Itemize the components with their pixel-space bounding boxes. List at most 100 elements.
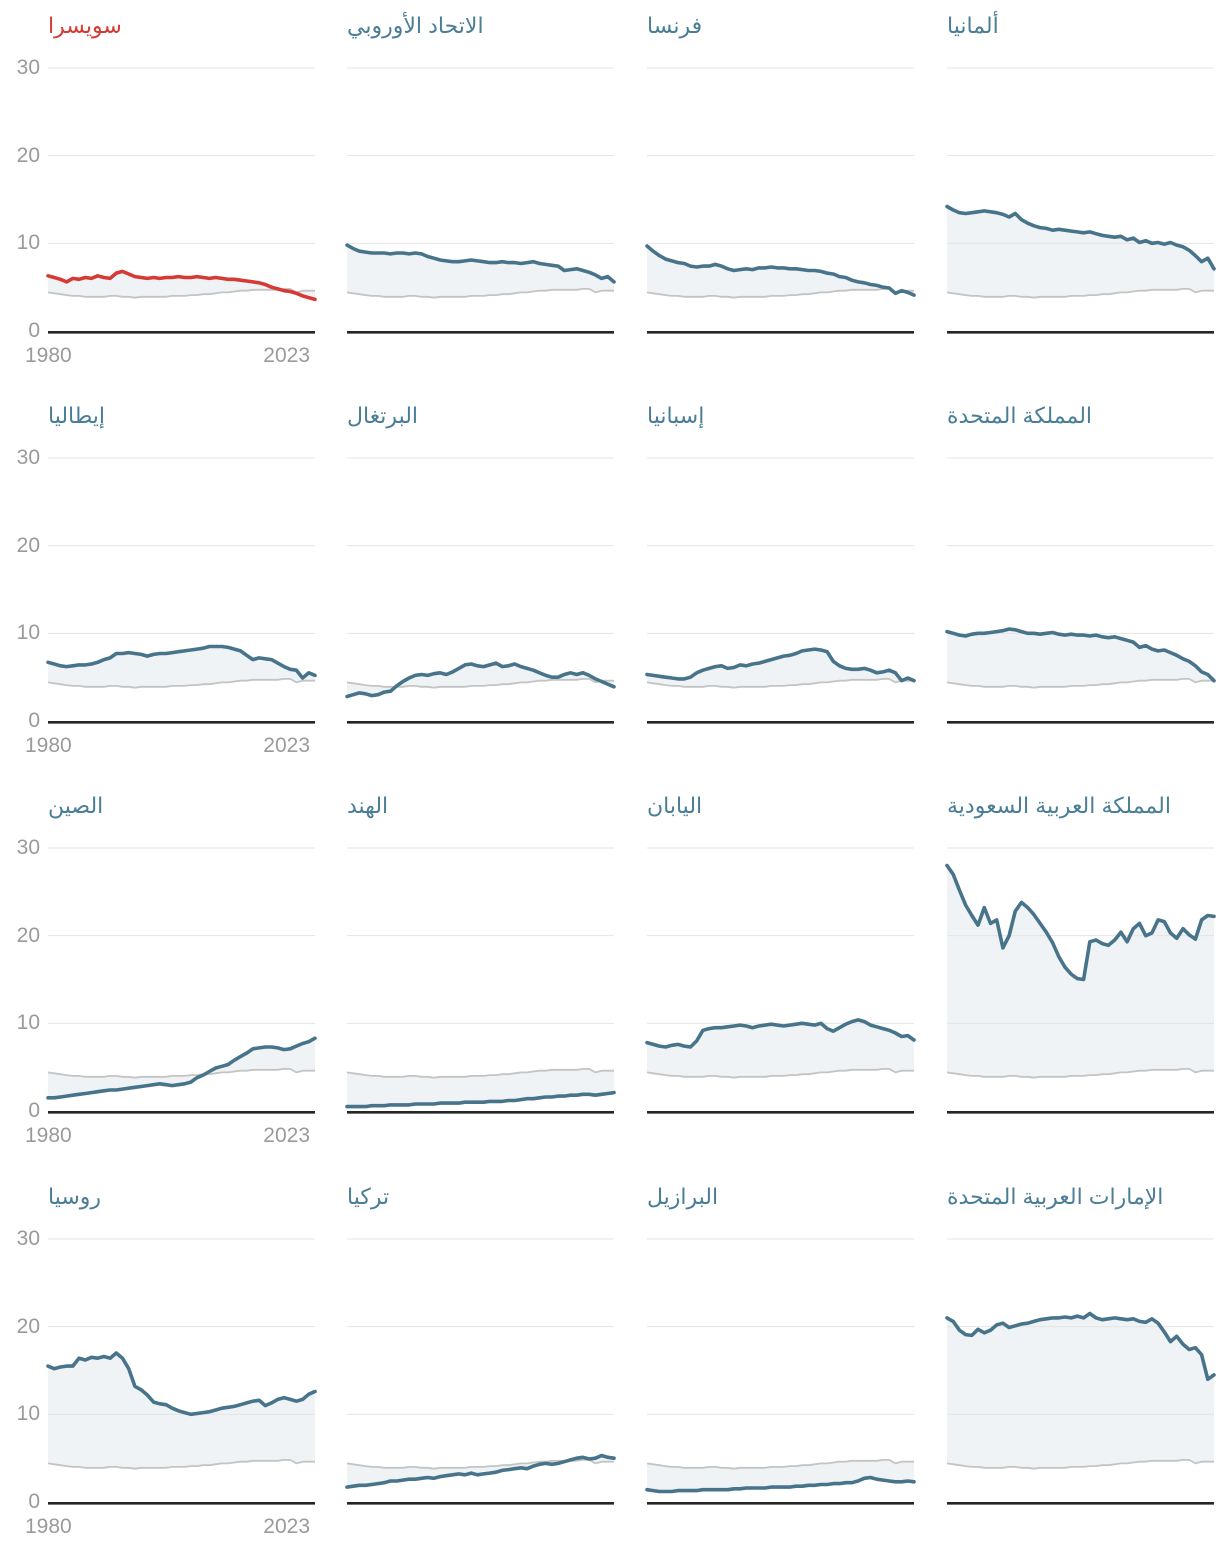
line-chart-spain <box>645 457 916 724</box>
area-between-lines <box>647 649 914 688</box>
country-line-brazil <box>645 1475 916 1494</box>
x-axis-tick-label-start: 1980 <box>25 1515 72 1538</box>
y-axis-tick-label-0: 0 <box>28 319 40 342</box>
country-line-spain <box>645 647 916 683</box>
y-axis-tick-label-10: 10 <box>16 231 40 255</box>
y-axis-tick-label-20: 20 <box>16 143 40 167</box>
panel-saudi-arabia: المملكة العربية السعودية <box>945 792 1216 1172</box>
panel-china: الصين 30 20 10 0 1980 2023 <box>17 792 317 1172</box>
y-axis-tick-label-10: 10 <box>16 1011 40 1035</box>
y-axis-tick-label-30: 30 <box>16 446 40 469</box>
reference-line <box>346 1459 614 1470</box>
line-chart-united-arab-emirates <box>945 1238 1216 1505</box>
panel-title-spain: إسبانيا <box>647 403 705 428</box>
panel-portugal: البرتغال <box>345 402 616 782</box>
line-chart-china <box>46 847 317 1114</box>
country-line-switzerland <box>46 269 317 302</box>
area-between-lines <box>647 1459 914 1492</box>
panel-title-switzerland: سويسرا <box>48 13 122 38</box>
y-axis-tick-label-0: 0 <box>28 709 40 732</box>
reference-line <box>47 288 315 299</box>
reference-line <box>346 678 614 689</box>
panel-brazil: البرازيل <box>645 1183 916 1563</box>
area-between-lines <box>48 1353 315 1469</box>
reference-line <box>946 678 1214 689</box>
area-between-lines <box>947 629 1214 688</box>
x-axis-tick-label-end: 2023 <box>263 344 310 367</box>
area-between-lines <box>947 1313 1214 1469</box>
y-axis-tick-label-20: 20 <box>16 1314 40 1338</box>
area-between-lines <box>48 271 315 300</box>
x-axis-tick-label-start: 1980 <box>25 734 72 757</box>
reference-line <box>946 1068 1214 1079</box>
panel-title-united-kingdom: المملكة المتحدة <box>947 403 1093 428</box>
line-chart-brazil <box>645 1238 916 1505</box>
reference-line <box>646 1068 914 1079</box>
reference-line <box>646 678 914 689</box>
y-axis-tick-label-30: 30 <box>16 1227 40 1250</box>
panel-title-brazil: البرازيل <box>647 1184 719 1209</box>
y-axis-tick-label-30: 30 <box>16 56 40 79</box>
reference-line <box>47 1068 315 1079</box>
x-axis-tick-label-start: 1980 <box>25 1124 72 1147</box>
y-axis-tick-label-10: 10 <box>16 1402 40 1426</box>
line-chart-japan <box>645 847 916 1114</box>
panel-title-turkey: تركيا <box>347 1184 390 1209</box>
panel-title-saudi-arabia: المملكة العربية السعودية <box>947 793 1171 818</box>
country-line-russia <box>46 1351 317 1417</box>
y-axis-tick-label-0: 0 <box>28 1490 40 1513</box>
line-chart-european-union <box>345 67 616 334</box>
area-between-lines <box>347 245 614 298</box>
area-between-lines <box>947 865 1214 1078</box>
y-axis-tick-label-0: 0 <box>28 1099 40 1122</box>
panel-title-italy: إيطاليا <box>48 403 106 428</box>
line-chart-turkey <box>345 1238 616 1505</box>
country-line-china <box>46 1036 317 1100</box>
area-between-lines <box>947 206 1214 298</box>
line-chart-france <box>645 67 916 334</box>
country-line-european-union <box>345 243 616 284</box>
reference-line <box>946 1459 1214 1470</box>
x-axis-tick-label-end: 2023 <box>263 1124 310 1147</box>
panel-title-japan: اليابان <box>647 793 703 818</box>
panel-title-germany: ألمانيا <box>947 13 999 38</box>
line-chart-saudi-arabia <box>945 847 1216 1114</box>
reference-line <box>646 1459 914 1470</box>
x-axis-tick-label-end: 2023 <box>263 734 310 757</box>
country-line-united-arab-emirates <box>945 1311 1216 1382</box>
panel-turkey: تركيا <box>345 1183 616 1563</box>
panel-title-european-union: الاتحاد الأوروبي <box>347 13 484 38</box>
panel-title-united-arab-emirates: الإمارات العربية المتحدة <box>947 1184 1164 1209</box>
y-axis-tick-label-30: 30 <box>16 836 40 859</box>
country-line-france <box>645 244 916 297</box>
area-between-lines <box>347 1068 614 1107</box>
area-between-lines <box>647 246 914 298</box>
reference-line <box>946 288 1214 299</box>
line-chart-portugal <box>345 457 616 724</box>
line-chart-india <box>345 847 616 1114</box>
reference-line <box>346 288 614 299</box>
y-axis-tick-label-20: 20 <box>16 533 40 557</box>
panel-title-china: الصين <box>48 793 104 818</box>
panel-title-france: فرنسا <box>647 13 703 38</box>
line-chart-switzerland <box>46 67 317 334</box>
line-chart-russia <box>46 1238 317 1505</box>
x-axis-tick-label-end: 2023 <box>263 1515 310 1538</box>
reference-line <box>47 1459 315 1470</box>
panel-united-arab-emirates: الإمارات العربية المتحدة <box>945 1183 1216 1563</box>
country-line-turkey <box>345 1453 616 1489</box>
panel-japan: اليابان <box>645 792 916 1172</box>
panel-india: الهند <box>345 792 616 1172</box>
panel-title-portugal: البرتغال <box>347 403 419 428</box>
country-line-portugal <box>345 661 616 699</box>
panel-switzerland: سويسرا 30 20 10 0 1980 2023 <box>17 12 317 392</box>
area-between-lines <box>647 1019 914 1078</box>
panel-germany: ألمانيا <box>945 12 1216 392</box>
country-line-italy <box>46 644 317 680</box>
panel-russia: روسيا 30 20 10 0 1980 2023 <box>17 1183 317 1563</box>
country-line-japan <box>645 1018 916 1049</box>
country-line-saudi-arabia <box>945 863 1216 982</box>
area-between-lines <box>347 663 614 697</box>
panel-title-india: الهند <box>347 793 389 818</box>
